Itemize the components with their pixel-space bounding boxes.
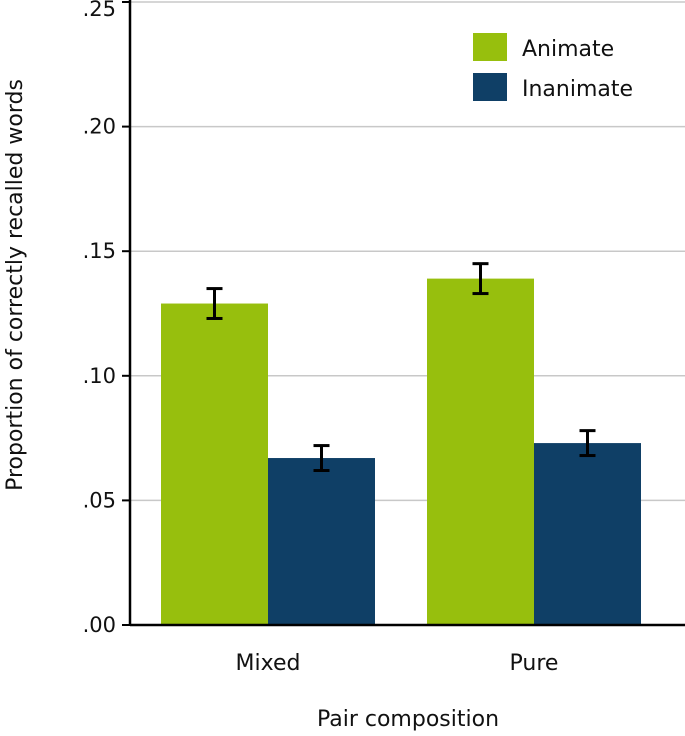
y-tick-label: .15: [83, 239, 116, 263]
bars: [161, 262, 641, 625]
bar-inanimate-pure: [534, 443, 641, 625]
y-axis-label: Proportion of correctly recalled words: [3, 79, 28, 491]
legend: Animate Inanimate: [473, 33, 633, 102]
x-axis-label: Pair composition: [317, 707, 499, 732]
y-tick-label: .05: [83, 488, 116, 512]
x-tick-label: Pure: [510, 651, 559, 676]
legend-swatch: [473, 33, 507, 61]
bar-animate-mixed: [161, 303, 268, 625]
legend-swatch: [473, 73, 507, 101]
legend-label: Animate: [522, 37, 614, 62]
x-tick-label: Mixed: [236, 651, 301, 676]
y-tick-label: .25: [83, 0, 116, 21]
legend-label: Inanimate: [522, 77, 633, 102]
bar-inanimate-mixed: [268, 458, 375, 625]
y-tick-label: .20: [83, 115, 116, 139]
y-tick-label: .00: [83, 613, 116, 637]
bar-animate-pure: [427, 278, 534, 625]
y-tick-label: .10: [83, 364, 116, 388]
axes: .00 .05 .10 .15 .20 .25 Mixed Pure: [83, 0, 685, 676]
